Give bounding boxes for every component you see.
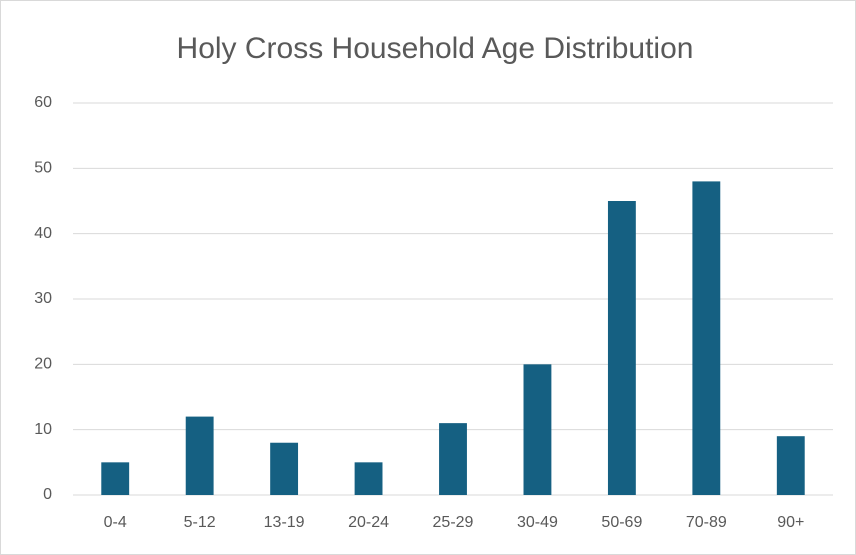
x-tick-label: 0-4 xyxy=(104,514,127,531)
bar xyxy=(270,442,299,495)
x-tick-label: 30-49 xyxy=(517,514,558,531)
bar xyxy=(776,436,805,495)
bar xyxy=(692,181,721,495)
y-tick-label: 30 xyxy=(34,290,52,307)
x-tick-label: 25-29 xyxy=(433,514,474,531)
y-tick-label: 0 xyxy=(43,486,52,503)
y-tick-label: 10 xyxy=(34,421,52,438)
x-tick-label: 50-69 xyxy=(601,514,642,531)
bar xyxy=(101,462,130,495)
x-tick-label: 5-12 xyxy=(184,514,216,531)
y-tick-label: 40 xyxy=(34,225,52,242)
x-tick-label: 13-19 xyxy=(264,514,305,531)
bar xyxy=(607,201,636,495)
y-tick-label: 20 xyxy=(34,356,52,373)
y-tick-label: 50 xyxy=(34,160,52,177)
bar xyxy=(185,416,214,495)
x-tick-label: 70-89 xyxy=(686,514,727,531)
x-tick-label: 90+ xyxy=(777,514,804,531)
x-tick-label: 20-24 xyxy=(348,514,389,531)
chart-title: Holy Cross Household Age Distribution xyxy=(177,32,694,65)
y-tick-label: 60 xyxy=(34,94,52,111)
bar xyxy=(439,423,467,495)
bar xyxy=(354,462,383,495)
bar xyxy=(523,364,552,495)
